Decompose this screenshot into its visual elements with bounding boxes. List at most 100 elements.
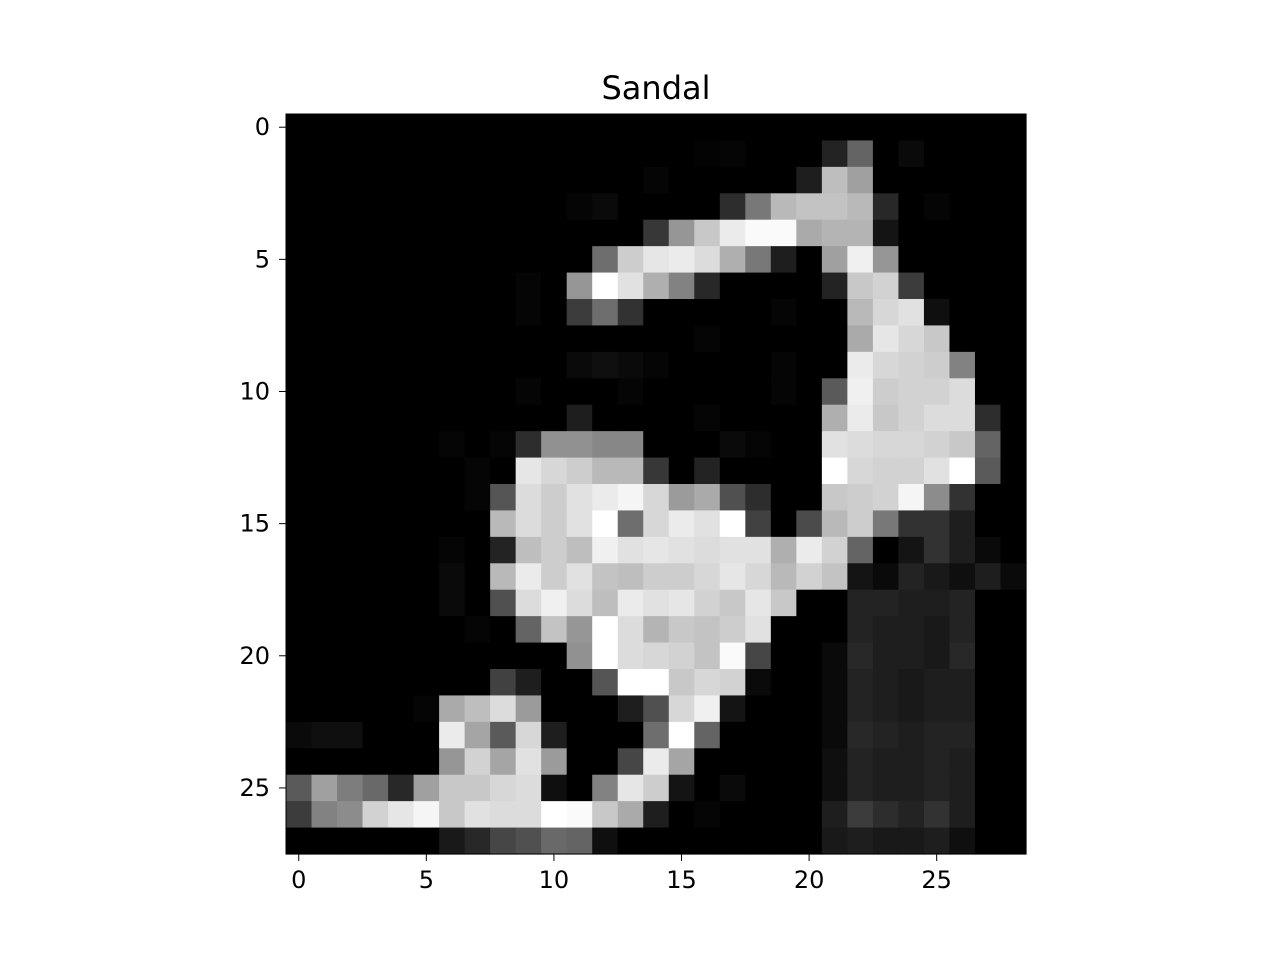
heatmap-cell bbox=[847, 801, 874, 829]
heatmap-cell bbox=[1000, 721, 1027, 749]
heatmap-cell bbox=[566, 748, 593, 776]
heatmap-cell bbox=[413, 748, 440, 776]
heatmap-cell bbox=[796, 801, 823, 829]
heatmap-cell bbox=[439, 325, 466, 353]
heatmap-cell bbox=[515, 272, 542, 300]
heatmap-cell bbox=[668, 219, 695, 247]
heatmap-cell bbox=[337, 721, 364, 749]
heatmap-cell bbox=[719, 404, 746, 432]
heatmap-cell bbox=[286, 431, 313, 459]
heatmap-cell bbox=[362, 801, 389, 829]
heatmap-cell bbox=[439, 589, 466, 617]
heatmap-cell bbox=[515, 748, 542, 776]
heatmap-cell bbox=[694, 695, 721, 723]
heatmap-cell bbox=[490, 219, 517, 247]
heatmap-cell bbox=[566, 351, 593, 379]
heatmap-cell bbox=[949, 589, 976, 617]
heatmap-cell bbox=[949, 457, 976, 485]
heatmap-cell bbox=[770, 299, 797, 327]
heatmap-cell bbox=[923, 272, 951, 300]
heatmap-cell bbox=[388, 378, 415, 406]
heatmap-cell bbox=[668, 536, 695, 564]
heatmap-cell bbox=[337, 748, 364, 776]
heatmap-cell bbox=[643, 616, 670, 644]
heatmap-cell bbox=[974, 140, 1002, 168]
heatmap-cell bbox=[362, 166, 389, 194]
heatmap-cell bbox=[847, 827, 874, 855]
heatmap-cell bbox=[847, 325, 874, 353]
heatmap-cell bbox=[974, 510, 1002, 538]
heatmap-cell bbox=[974, 193, 1002, 221]
heatmap-cell bbox=[1000, 669, 1027, 697]
heatmap-cell bbox=[898, 748, 925, 776]
heatmap-cell bbox=[949, 536, 976, 564]
heatmap-cell bbox=[413, 166, 440, 194]
heatmap-cell bbox=[872, 114, 900, 142]
heatmap-cell bbox=[362, 431, 389, 459]
heatmap-cell bbox=[643, 351, 670, 379]
heatmap-cell bbox=[668, 246, 695, 274]
heatmap-cell bbox=[337, 669, 364, 697]
heatmap-cell bbox=[413, 378, 440, 406]
heatmap-cell bbox=[566, 642, 593, 670]
heatmap-cell bbox=[617, 484, 644, 512]
heatmap-cell bbox=[643, 484, 670, 512]
heatmap-cell bbox=[745, 219, 772, 247]
heatmap-cell bbox=[643, 246, 670, 274]
heatmap-cell bbox=[541, 140, 568, 168]
heatmap-cell bbox=[337, 378, 364, 406]
heatmap-cell bbox=[439, 510, 466, 538]
heatmap-cell bbox=[464, 827, 491, 855]
heatmap-cell bbox=[745, 563, 772, 591]
heatmap-cell bbox=[796, 510, 823, 538]
heatmap-cell bbox=[515, 351, 542, 379]
heatmap-cell bbox=[694, 827, 721, 855]
heatmap-cell bbox=[796, 774, 823, 802]
heatmap-cell bbox=[464, 457, 491, 485]
heatmap-cell bbox=[821, 827, 848, 855]
heatmap-cell bbox=[617, 748, 644, 776]
heatmap-cell bbox=[337, 695, 364, 723]
heatmap-cell bbox=[719, 351, 746, 379]
heatmap-cell bbox=[311, 642, 338, 670]
heatmap-cell bbox=[515, 827, 542, 855]
heatmap-cell bbox=[490, 457, 517, 485]
heatmap-cell bbox=[974, 774, 1002, 802]
heatmap-cell bbox=[362, 272, 389, 300]
heatmap-cell bbox=[694, 166, 721, 194]
heatmap-cell bbox=[439, 721, 466, 749]
heatmap-cell bbox=[490, 166, 517, 194]
heatmap-cell bbox=[847, 642, 874, 670]
heatmap-cell bbox=[541, 193, 568, 221]
heatmap-cell bbox=[923, 325, 951, 353]
heatmap-cell bbox=[464, 484, 491, 512]
heatmap-cell bbox=[566, 695, 593, 723]
heatmap-cell bbox=[515, 166, 542, 194]
heatmap-cell bbox=[872, 140, 900, 168]
heatmap-cell bbox=[541, 114, 568, 142]
heatmap-cell bbox=[770, 325, 797, 353]
heatmap-cell bbox=[898, 246, 925, 274]
heatmap-cell bbox=[796, 351, 823, 379]
heatmap-cell bbox=[821, 351, 848, 379]
heatmap-cell bbox=[566, 378, 593, 406]
heatmap-cell bbox=[668, 642, 695, 670]
heatmap-cell bbox=[745, 721, 772, 749]
heatmap-cell bbox=[974, 299, 1002, 327]
heatmap-cell bbox=[668, 114, 695, 142]
heatmap-cell bbox=[796, 325, 823, 353]
heatmap-cell bbox=[362, 774, 389, 802]
heatmap-cell bbox=[592, 748, 619, 776]
heatmap-cell bbox=[668, 325, 695, 353]
heatmap-cell bbox=[388, 774, 415, 802]
heatmap-cell bbox=[668, 457, 695, 485]
heatmap-cell bbox=[592, 616, 619, 644]
heatmap-cell bbox=[694, 272, 721, 300]
heatmap-cell bbox=[796, 695, 823, 723]
heatmap-cell bbox=[286, 774, 313, 802]
heatmap-cell bbox=[490, 589, 517, 617]
heatmap-cell bbox=[413, 563, 440, 591]
heatmap-cell bbox=[413, 536, 440, 564]
heatmap-cell bbox=[694, 563, 721, 591]
